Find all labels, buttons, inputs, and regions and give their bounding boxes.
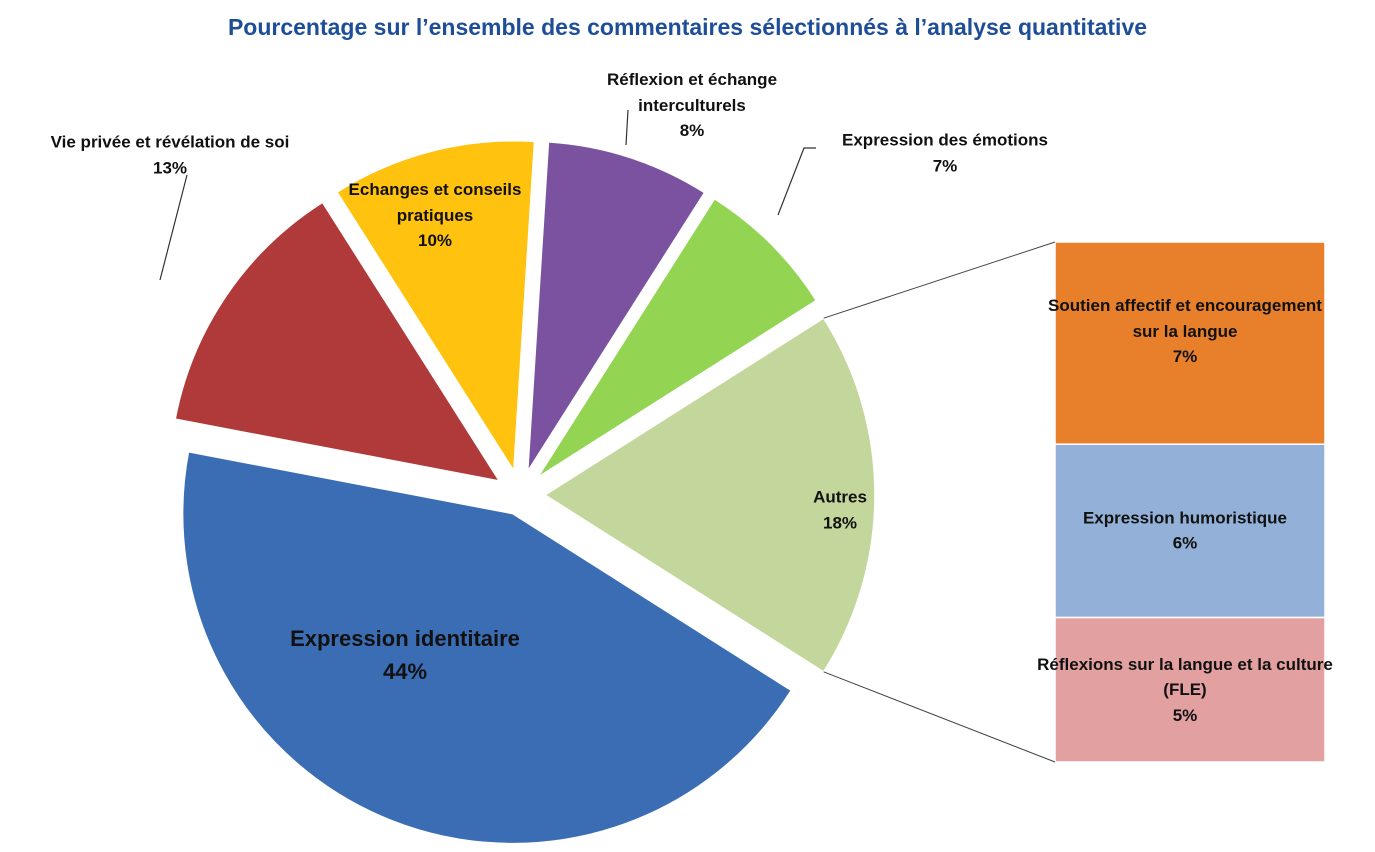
label-text: Expression des émotions <box>842 130 1048 150</box>
label-text: Réflexion et échange interculturels <box>606 69 778 115</box>
label-text: 18% <box>822 513 858 532</box>
pie-slice <box>181 450 793 845</box>
leader-line <box>159 174 188 281</box>
leader-line <box>625 109 629 146</box>
label-text: Echanges et conseils pratiques <box>348 179 522 225</box>
pie-slice <box>543 317 876 673</box>
chart-title: Pourcentage sur l’ensemble des commentai… <box>227 14 1148 40</box>
label-text: 13% <box>152 158 188 177</box>
pie-slice <box>537 197 818 478</box>
label-text: 10% <box>417 230 453 250</box>
pie-slice <box>174 201 501 483</box>
bar-label: Expression humoristique 6% <box>1035 505 1335 556</box>
label-text: 5% <box>1172 705 1198 725</box>
label-text: Vie privée et révélation de soi <box>50 132 290 152</box>
bar-label: Soutien affectif et encouragement sur la… <box>1035 293 1335 370</box>
slice-label: Expression des émotions 7% <box>795 128 1095 179</box>
slice-label: Vie privée et révélation de soi 13% <box>0 130 340 181</box>
slice-label: Réflexion et échange interculturels 8% <box>562 67 822 144</box>
bar-label: Réflexions sur la langue et la culture (… <box>1035 652 1335 729</box>
pie-slice <box>526 141 706 472</box>
pie-slice <box>335 140 536 474</box>
label-text: Soutien affectif et encouragement sur la… <box>1048 295 1322 341</box>
leader-line <box>777 147 816 216</box>
slice-label: Expression identitaire 44% <box>245 622 565 688</box>
label-text: Autres <box>813 487 867 507</box>
slice-label: Autres 18% <box>780 485 900 536</box>
label-text: Réflexions sur la langue et la culture (… <box>1037 654 1333 700</box>
label-text: Expression identitaire <box>290 626 520 651</box>
label-text: 8% <box>679 120 705 140</box>
label-text: Expression humoristique <box>1082 508 1288 528</box>
bar-segment <box>1054 616 1326 763</box>
label-text: 7% <box>1172 346 1198 366</box>
label-text: 6% <box>1172 533 1198 553</box>
label-text: 7% <box>932 156 958 175</box>
connector-line <box>823 671 1056 763</box>
label-text: 44% <box>382 659 428 684</box>
connector-line <box>823 241 1056 319</box>
slice-label: Echanges et conseils pratiques 10% <box>340 177 530 254</box>
